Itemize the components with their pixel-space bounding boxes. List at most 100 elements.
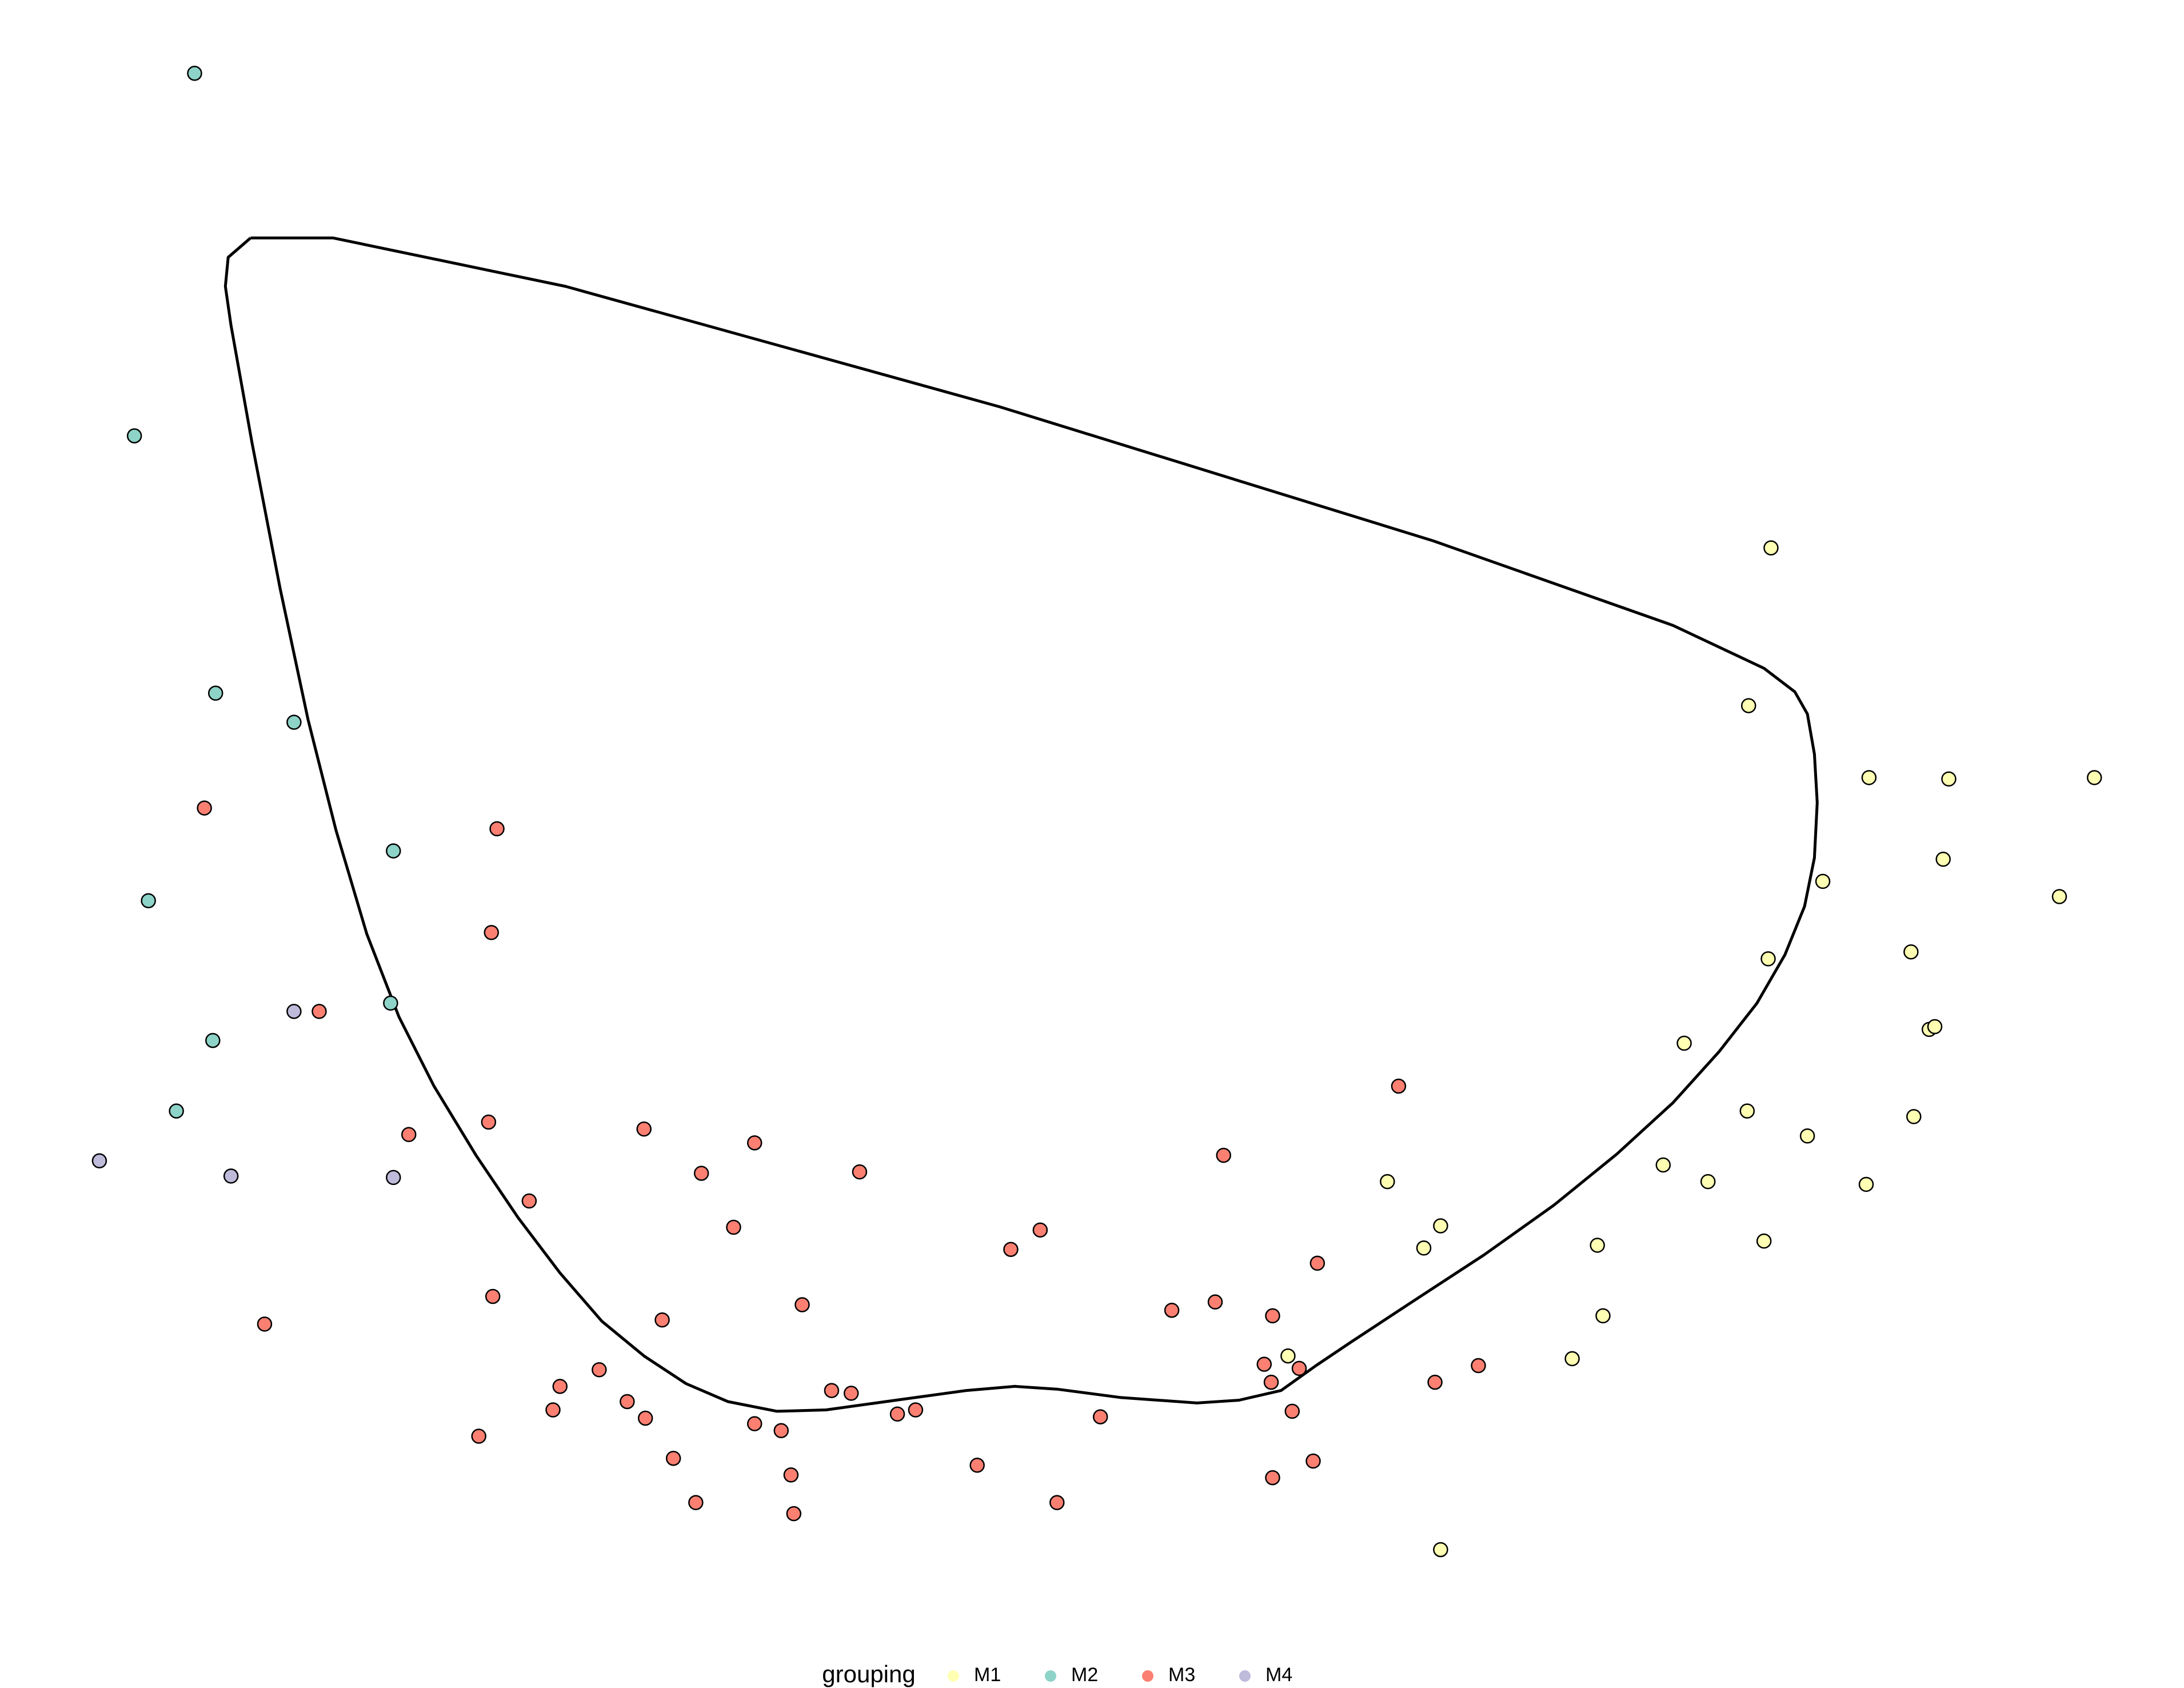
point — [746, 1135, 762, 1151]
point — [205, 1032, 221, 1048]
point — [1164, 1302, 1180, 1318]
point — [1032, 1222, 1048, 1238]
point — [471, 1428, 486, 1444]
point — [1416, 1240, 1432, 1256]
point — [654, 1312, 670, 1328]
legend-label: M4 — [1265, 1664, 1292, 1686]
point — [312, 1004, 327, 1019]
point — [1427, 1374, 1443, 1390]
point — [386, 843, 401, 859]
point — [383, 995, 398, 1011]
point — [620, 1394, 635, 1410]
outline-contour — [223, 236, 1819, 1413]
point — [1049, 1495, 1065, 1510]
point — [1256, 1356, 1272, 1372]
point — [207, 685, 223, 701]
point — [1906, 1109, 1922, 1124]
point — [2051, 889, 2067, 904]
point — [786, 1506, 802, 1522]
point — [1471, 1358, 1486, 1374]
point — [1092, 1409, 1108, 1424]
point — [489, 821, 505, 837]
point — [485, 1288, 501, 1304]
point — [1265, 1308, 1280, 1324]
point — [1941, 771, 1957, 787]
point — [1700, 1174, 1716, 1190]
point — [693, 1166, 709, 1181]
point — [636, 1121, 652, 1137]
point — [1433, 1542, 1448, 1558]
point — [386, 1170, 401, 1186]
point — [1433, 1218, 1448, 1234]
point — [773, 1423, 789, 1439]
point — [521, 1193, 537, 1209]
point — [1291, 1360, 1307, 1376]
legend-label: M3 — [1168, 1664, 1195, 1686]
point — [794, 1297, 810, 1312]
point — [1799, 1128, 1815, 1144]
point — [141, 893, 156, 908]
point — [889, 1406, 905, 1422]
point — [1760, 951, 1776, 967]
point — [286, 715, 302, 730]
point — [783, 1467, 799, 1483]
point — [824, 1383, 840, 1398]
point — [1756, 1233, 1772, 1249]
point — [1861, 770, 1877, 785]
point — [1391, 1078, 1407, 1094]
point — [1655, 1157, 1671, 1173]
point — [1265, 1470, 1280, 1486]
point — [1927, 1019, 1943, 1035]
point — [401, 1127, 417, 1143]
point — [552, 1379, 568, 1394]
point — [1309, 1255, 1325, 1271]
point — [1935, 851, 1951, 867]
point — [1903, 944, 1919, 960]
point — [843, 1386, 859, 1401]
point — [1676, 1035, 1692, 1051]
point — [852, 1164, 868, 1180]
legend: grouping M1 M2 M3 M4 — [822, 1661, 1292, 1687]
point — [1305, 1453, 1321, 1469]
point — [1284, 1403, 1300, 1419]
point — [1003, 1242, 1019, 1257]
point — [169, 1103, 184, 1119]
plot-area — [91, 66, 2102, 1558]
point — [637, 1410, 653, 1426]
legend-swatch — [1045, 1670, 1056, 1682]
point — [197, 800, 212, 816]
point — [91, 1153, 107, 1169]
point — [2086, 770, 2102, 785]
point — [1263, 1374, 1279, 1390]
point — [1763, 540, 1779, 556]
point — [1280, 1348, 1296, 1364]
point — [286, 1004, 302, 1019]
point — [746, 1416, 762, 1431]
point — [1564, 1351, 1580, 1367]
point — [484, 925, 499, 940]
point — [1739, 1103, 1755, 1119]
point — [1216, 1147, 1231, 1163]
point — [126, 428, 142, 444]
point — [223, 1168, 239, 1184]
point — [1815, 873, 1831, 889]
legend-title: grouping — [822, 1661, 915, 1687]
legend-label: M1 — [974, 1664, 1001, 1686]
point — [1590, 1238, 1605, 1253]
legend-label: M2 — [1071, 1664, 1098, 1686]
point — [1858, 1176, 1874, 1192]
point — [665, 1450, 681, 1466]
point — [545, 1402, 561, 1418]
point — [1380, 1174, 1395, 1190]
point — [257, 1316, 273, 1332]
point — [726, 1219, 741, 1235]
legend-swatch — [1142, 1670, 1153, 1682]
legend-swatch — [1239, 1670, 1251, 1682]
legend-swatch — [948, 1670, 959, 1682]
point — [1740, 698, 1756, 713]
point — [481, 1114, 497, 1130]
point — [908, 1402, 924, 1418]
point — [592, 1362, 607, 1378]
point — [1595, 1308, 1611, 1324]
